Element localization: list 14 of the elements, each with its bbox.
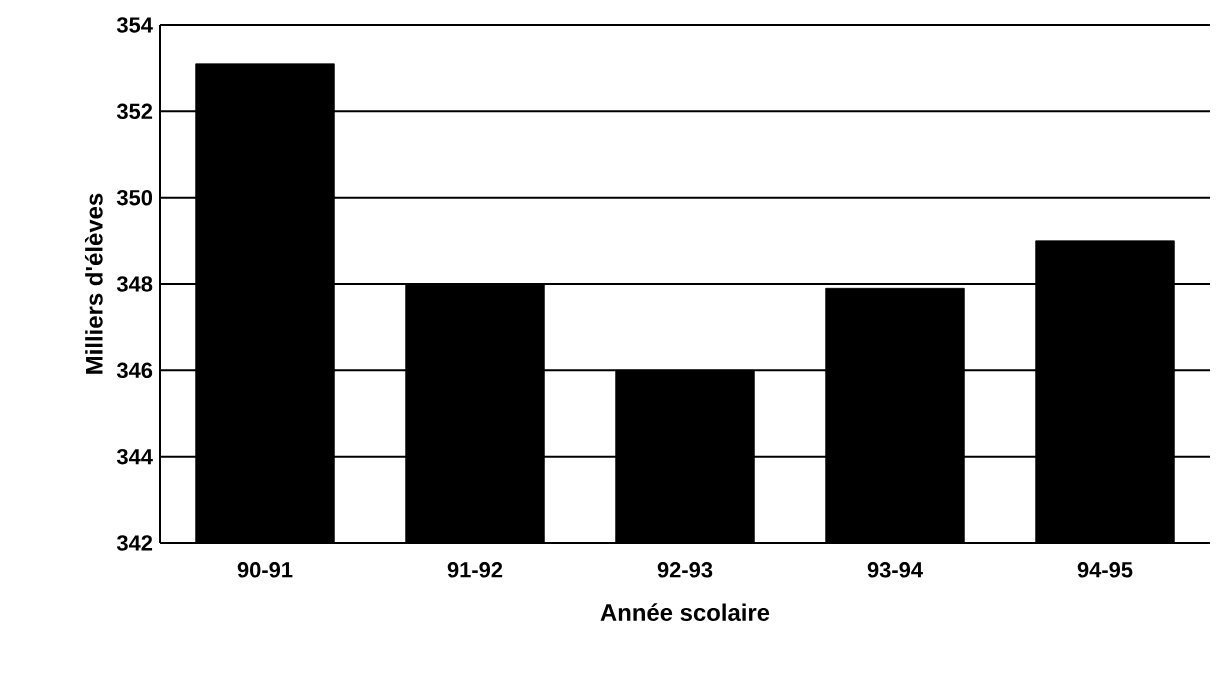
y-tick-label: 346 (116, 362, 153, 379)
y-tick-label: 342 (116, 535, 153, 551)
x-tick-label: 90-91 (237, 562, 293, 578)
x-tick-label: 93-94 (867, 562, 923, 578)
y-axis-title: Milliers d'élèves (84, 193, 103, 374)
x-tick-label: 94-95 (1077, 562, 1133, 578)
x-tick-label: 91-92 (447, 562, 503, 578)
y-tick-label: 344 (116, 448, 153, 465)
y-tick-label: 348 (116, 276, 153, 292)
y-tick-label: 354 (116, 17, 153, 33)
y-tick-label: 352 (116, 103, 153, 120)
y-tick-label: 350 (116, 189, 153, 206)
x-axis-title: Année scolaire (600, 603, 770, 622)
x-tick-label: 92-93 (657, 562, 713, 578)
